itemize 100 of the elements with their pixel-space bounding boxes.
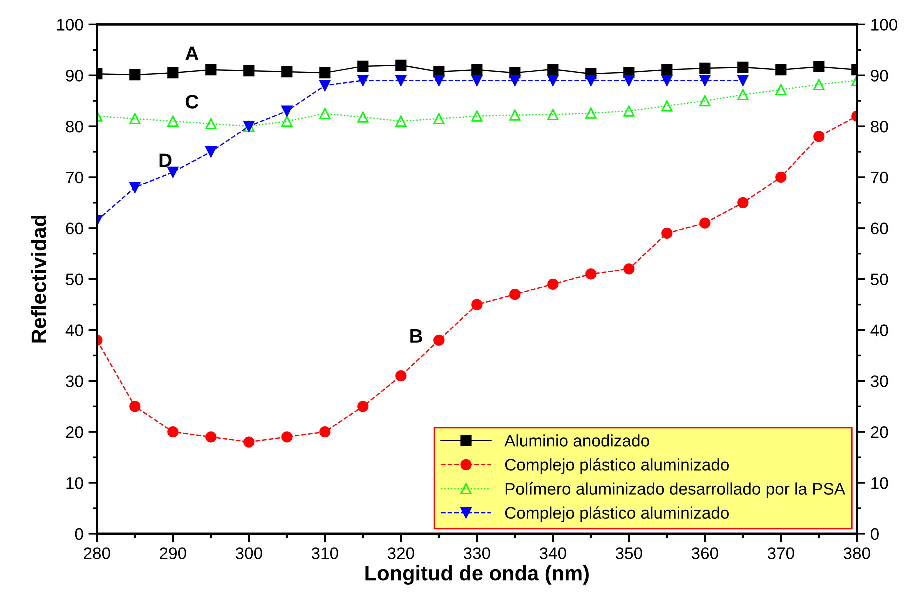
point	[206, 118, 217, 130]
y2-tick-label: 80	[871, 120, 888, 133]
point	[320, 426, 331, 438]
x-tick-label: 370	[768, 548, 794, 560]
point	[738, 197, 749, 208]
x-tick-label: 320	[388, 548, 414, 560]
point	[206, 146, 217, 158]
point	[282, 116, 293, 128]
point	[662, 228, 673, 240]
legend-label: Aluminio anodizado	[504, 434, 650, 447]
point	[738, 89, 749, 101]
y-tick-label: 60	[66, 222, 84, 235]
y2-tick-label: 90	[871, 70, 888, 82]
x-tick-label: 360	[692, 548, 718, 560]
point	[358, 60, 369, 72]
y-tick-label: 20	[66, 426, 84, 438]
x-tick-label: 340	[540, 548, 566, 560]
point	[320, 80, 331, 92]
point	[548, 64, 559, 76]
legend-label: Complejo plástico aluminizado	[505, 506, 729, 522]
y-tick-label: 40	[66, 324, 84, 336]
point	[434, 334, 445, 346]
point	[396, 60, 407, 71]
annotation: B	[410, 330, 422, 343]
y2-tick-label: 40	[870, 324, 888, 336]
point	[472, 64, 483, 76]
point	[814, 79, 825, 90]
annotation: A	[186, 46, 199, 60]
y-tick-label: 50	[66, 274, 84, 286]
y2-tick-label: 10	[872, 477, 888, 490]
point	[396, 116, 407, 128]
point	[130, 113, 141, 124]
point	[586, 108, 597, 119]
y-tick-label: 10	[66, 477, 84, 490]
point	[130, 70, 141, 81]
point	[700, 75, 711, 86]
point	[548, 75, 559, 86]
x-tick-label: 280	[84, 548, 110, 560]
point	[320, 68, 331, 79]
x-tick-label: 310	[312, 548, 338, 560]
legend-label: Polímero aluminizado desarrollado por la PSA	[506, 482, 846, 498]
point	[282, 106, 293, 117]
point	[510, 75, 521, 86]
point	[510, 289, 521, 300]
point	[738, 62, 749, 74]
x-axis-title: Longitud de onda (nm)	[366, 565, 589, 585]
point	[624, 106, 635, 117]
point	[624, 264, 635, 275]
y2-tick-label: 0	[870, 528, 879, 540]
point	[624, 75, 635, 86]
point	[548, 109, 559, 120]
x-tick-label: 350	[616, 548, 642, 560]
point	[396, 370, 407, 382]
point	[662, 75, 673, 86]
x-tick-label: 380	[844, 548, 870, 560]
point	[358, 401, 369, 412]
point	[662, 64, 673, 76]
point	[130, 401, 141, 412]
point	[168, 116, 179, 128]
annotation: C	[186, 95, 199, 109]
point	[700, 62, 711, 74]
legend-label: Complejo plástico aluminizado	[505, 458, 729, 474]
x-tick-label: 300	[236, 548, 262, 560]
y2-tick-label: 70	[871, 172, 888, 184]
y-tick-label: 80	[66, 120, 84, 133]
point	[244, 436, 255, 448]
point	[738, 75, 749, 86]
point	[282, 66, 293, 78]
point	[776, 64, 787, 76]
point	[282, 432, 293, 443]
point	[700, 96, 711, 107]
y2-tick-label: 100	[872, 19, 898, 31]
point	[358, 112, 369, 123]
x-tick-label: 290	[160, 548, 186, 560]
y-tick-label: 100	[57, 19, 84, 31]
point	[814, 131, 825, 142]
point	[168, 68, 179, 79]
point	[586, 75, 597, 86]
y-tick-label: 30	[66, 376, 84, 388]
point	[130, 182, 141, 194]
y2-tick-label: 60	[871, 222, 888, 235]
point	[586, 268, 597, 280]
point	[510, 110, 521, 121]
point	[434, 75, 445, 86]
point	[168, 166, 179, 178]
point	[700, 218, 711, 229]
annotation: D	[160, 154, 172, 168]
point	[776, 84, 787, 96]
point	[206, 64, 217, 76]
point	[244, 65, 255, 77]
point	[472, 299, 483, 310]
point	[396, 75, 407, 86]
point	[472, 75, 483, 86]
y-axis-title: Reflectividad	[31, 216, 46, 343]
y-tick-label: 70	[66, 172, 84, 184]
point	[776, 172, 787, 184]
y2-tick-label: 30	[870, 376, 888, 388]
point	[548, 278, 559, 290]
point	[814, 61, 825, 73]
point	[358, 75, 369, 86]
